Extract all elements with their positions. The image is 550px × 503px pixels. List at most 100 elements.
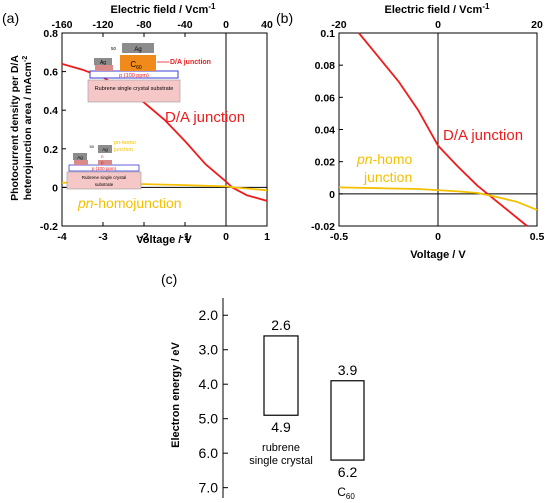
energy-tick-label: 3.0	[199, 342, 219, 358]
panel-a-y-axis-title-line1: Photocurrent density per D/A	[9, 55, 21, 201]
series-line-da-junction	[358, 32, 528, 227]
inset-pn-substrate-label-2: substrate	[95, 182, 114, 187]
panel-b-x-axis-title: Voltage / V	[410, 249, 466, 261]
panel-c-y-axis-title: Electron energy / eV	[170, 341, 182, 447]
panel-c-label: (c)	[161, 271, 177, 287]
inset-pn-ag-left	[73, 153, 87, 160]
top-tick-label: 0	[435, 19, 441, 31]
x-tick-label: 0	[223, 231, 229, 243]
panel-a-top-ticks: -160 -120 -80 -40 0 40	[51, 19, 273, 37]
level-bottom-value: 4.9	[271, 419, 291, 435]
level-top-value: 2.6	[271, 317, 291, 333]
inset-pn-thickness-label: 50	[90, 144, 95, 149]
inset-pn-ag-right	[98, 145, 112, 153]
panel-a-x-ticks: -4 -3 -2 -1 0 1	[57, 222, 270, 243]
energy-tick-label: 7.0	[199, 480, 219, 496]
top-tick-label: -20	[331, 19, 346, 31]
panel-a-y-ticks: -0.2 0 0.2 0.4 0.6 0.8	[40, 28, 66, 233]
y-tick-label: -0.2	[40, 221, 58, 233]
panel-a-top-axis-title: Electric field / Vcm-1	[111, 2, 216, 16]
top-tick-label: -80	[136, 19, 151, 31]
rubrene-name-line1: rubrene	[262, 442, 300, 454]
panel-a: (a) Electric field / Vcm-1 -0.2 0 0.2 0.4 0.…	[2, 2, 273, 246]
x-tick-label: 1	[264, 231, 270, 243]
panel-a-inset-da-device: Rubrene single crystal substrate p (100 …	[87, 43, 211, 103]
y-tick-label: 0	[52, 182, 58, 194]
energy-tick-label: 6.0	[199, 445, 219, 461]
inset-da-p-label: p (100 ppm)	[119, 73, 149, 79]
x-tick-label: -3	[98, 231, 107, 243]
inset-pn-p100-label: p (100 ppm)	[92, 166, 117, 171]
x-tick-label: -1	[180, 231, 189, 243]
panel-b-top-axis-title: Electric field / Vcm-1	[385, 2, 490, 16]
panel-a-label: (a)	[2, 10, 19, 26]
top-tick-label: -40	[177, 19, 192, 31]
inset-da-c60-label: C60	[130, 60, 142, 71]
inset-pn-p-label: p	[101, 160, 104, 165]
panel-a-inset-pn-device: Rubrene single crystal substrate p (100 …	[66, 140, 142, 190]
panel-b-series	[338, 32, 538, 227]
y-tick-label: 0.02	[315, 157, 336, 169]
inset-pn-ag-left-label: Ag	[77, 155, 83, 160]
energy-tick-label: 2.0	[199, 307, 219, 323]
y-tick-label: 0	[329, 189, 335, 201]
inset-da-thickness-label: 50	[111, 46, 117, 51]
panel-a-plot-frame	[61, 32, 268, 227]
top-tick-label: 0	[223, 19, 229, 31]
inset-da-ag-top	[122, 43, 154, 53]
inset-da-substrate	[87, 79, 181, 103]
inset-pn-n-label: n	[101, 154, 104, 159]
panel-c-y-ticks: 2.0 3.0 4.0 5.0 6.0 7.0	[199, 307, 228, 496]
inset-pn-substrate	[66, 171, 142, 190]
inset-da-np-layer	[95, 65, 113, 71]
y-tick-label: 0.2	[43, 144, 58, 156]
inset-pn-label-2: junction	[113, 147, 133, 153]
y-tick-label: 0.1	[320, 28, 335, 40]
y-tick-label: 0.06	[315, 92, 336, 104]
y-tick-label: 0.8	[43, 28, 58, 40]
inset-pn-ag-right-label: Ag	[102, 147, 108, 152]
inset-pn-right-np	[98, 160, 112, 165]
inset-da-ag-top-label: Ag	[134, 47, 141, 53]
c60-name: C60	[337, 485, 355, 501]
inset-da-ag-left	[94, 58, 112, 65]
level-top-value: 3.9	[338, 362, 358, 378]
panel-b-label: (b)	[276, 10, 293, 26]
x-tick-label: -2	[139, 231, 148, 243]
panel-b-top-ticks: -20 0 20	[331, 19, 543, 37]
panel-b-x-ticks: -0.5 0 0.5	[330, 222, 544, 243]
panel-b-y-ticks: -0.02 0 0.02 0.04 0.06 0.08 0.1	[311, 28, 343, 233]
series-line-pn-homojunction	[338, 186, 538, 211]
y-tick-label: 0.6	[43, 67, 58, 79]
top-tick-label: -120	[92, 19, 113, 31]
panel-b-pn-label-2: junction	[363, 169, 412, 185]
x-tick-label: 0.5	[530, 231, 545, 243]
level-bottom-value: 6.2	[338, 464, 358, 480]
panel-b-pn-label-1: pn-homo	[356, 151, 412, 167]
y-tick-label: 0.08	[315, 60, 336, 72]
panel-b-da-label: D/A junction	[443, 127, 523, 144]
inset-da-substrate-label: Rubrene single crystal substrate	[95, 86, 174, 92]
x-tick-label: 0	[435, 231, 441, 243]
panel-b: (b) Electric field / Vcm-1 -0.02 0 0.02 0.0…	[276, 2, 544, 261]
inset-pn-label-1: pn-homo	[113, 140, 136, 146]
top-tick-label: -160	[51, 19, 72, 31]
panel-a-da-label: D/A junction	[165, 109, 245, 126]
panel-a-pn-label: pn-homojunction	[77, 195, 182, 211]
top-tick-label: 40	[261, 19, 273, 31]
panel-a-y-axis-title-line2: heterojunction area / mAcm-2	[22, 56, 34, 201]
x-tick-label: -4	[57, 231, 66, 243]
y-tick-label: 0.4	[43, 105, 58, 117]
panel-a-x-axis-title: Voltage / V	[136, 234, 192, 246]
panel-b-zero-lines	[339, 33, 537, 226]
inset-pn-left-np	[74, 160, 88, 165]
x-tick-label: -0.5	[330, 231, 348, 243]
y-tick-label: -0.02	[311, 221, 335, 233]
inset-pn-substrate-label-1: Rubrene single crystal	[82, 175, 127, 180]
top-tick-label: 20	[531, 19, 543, 31]
inset-da-c60-layer	[120, 55, 156, 71]
energy-tick-label: 4.0	[199, 376, 219, 392]
inset-da-ag-left-label: Ag	[100, 60, 106, 66]
inset-da-label: D/A junction	[170, 59, 211, 66]
